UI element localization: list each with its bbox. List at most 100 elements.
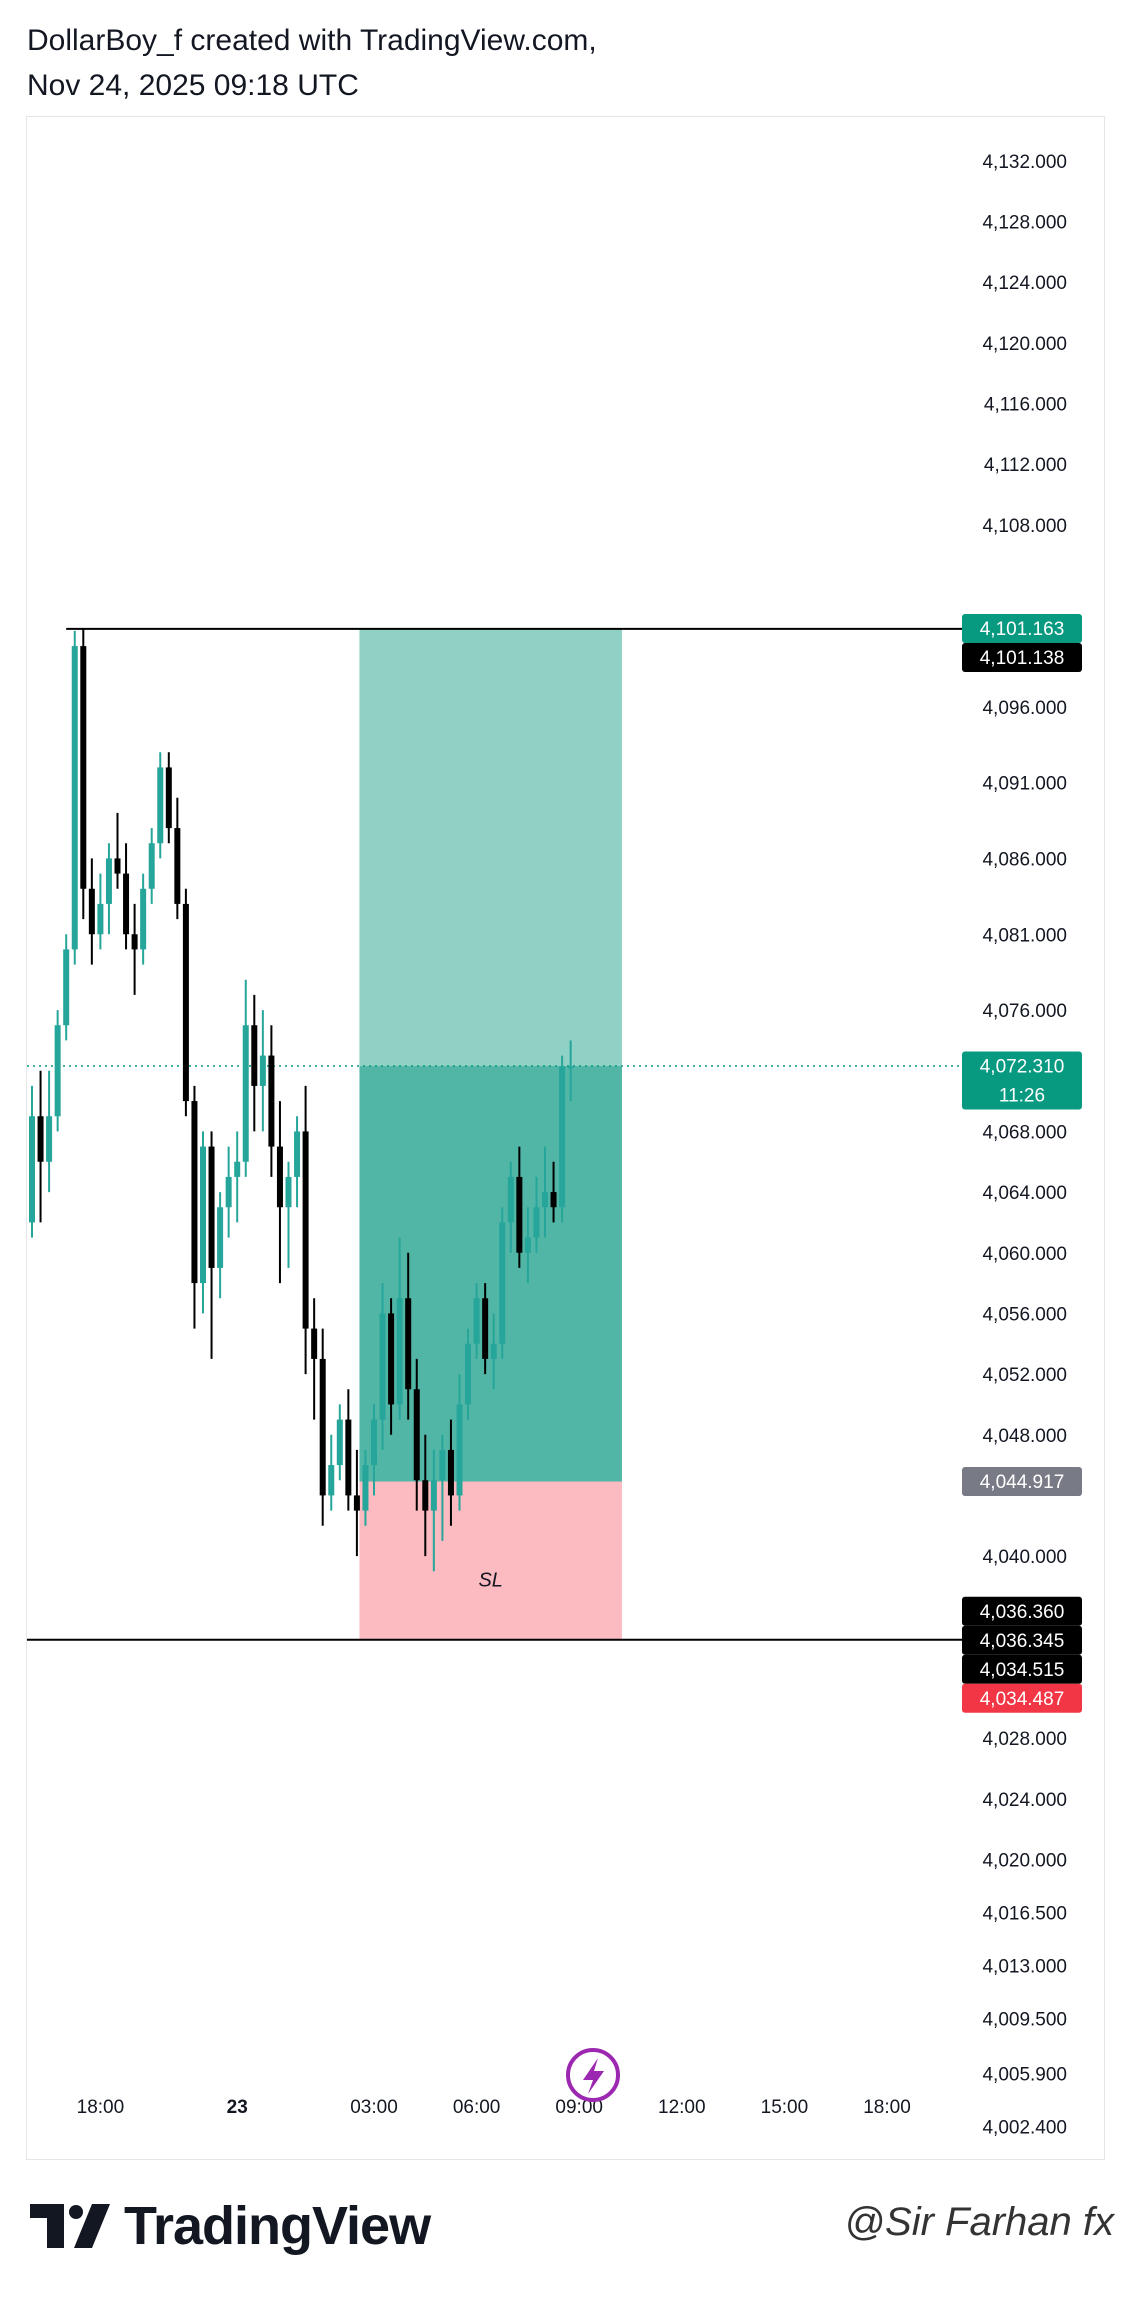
price-label-value: 4,036.360 [980, 1602, 1065, 1623]
price-label: 4,034.487 [962, 1683, 1082, 1713]
candle-body [131, 934, 138, 950]
candle [362, 1449, 369, 1526]
price-label-value: 4,044.917 [980, 1472, 1065, 1493]
candle-body [353, 1495, 360, 1511]
price-label-value: 4,101.138 [980, 648, 1065, 669]
price-label: 4,034.515 [962, 1654, 1082, 1684]
y-tick-label: 4,009.500 [982, 2010, 1067, 2031]
candle [268, 1025, 275, 1177]
candle-body [473, 1298, 480, 1344]
candle [71, 630, 78, 965]
tradingview-logo[interactable]: TradingView [30, 2195, 431, 2257]
candle-body [63, 949, 70, 1026]
y-tick-label: 4,116.000 [984, 394, 1067, 415]
price-label-bg [962, 642, 1082, 672]
candle-body [533, 1207, 540, 1238]
x-tick-label: 23 [227, 2097, 248, 2118]
price-label-bg [962, 613, 1082, 643]
y-tick-label: 4,068.000 [982, 1122, 1067, 1143]
candle [524, 1207, 531, 1284]
candle-body [242, 1025, 249, 1162]
candle [157, 752, 164, 859]
candle [200, 1131, 206, 1314]
candle [447, 1419, 454, 1526]
candle-body [174, 828, 181, 904]
candle [191, 1085, 198, 1329]
candle-body [413, 1389, 420, 1481]
candle [208, 1131, 215, 1359]
candle-body [456, 1404, 463, 1496]
y-tick-label: 4,040.000 [982, 1547, 1067, 1568]
candle-body [465, 1343, 472, 1405]
price-label: 4,036.345 [962, 1625, 1082, 1655]
header-date-line: Nov 24, 2025 09:18 UTC [27, 69, 359, 102]
candle-body [371, 1419, 377, 1466]
candle-body [200, 1146, 206, 1284]
candle-body [251, 1025, 258, 1086]
candle [302, 1085, 309, 1375]
candle-body [311, 1328, 318, 1359]
y-tick-label: 4,086.000 [982, 849, 1067, 870]
candle-body [422, 1480, 429, 1511]
candle-body [37, 1116, 44, 1162]
y-tick-label: 4,048.000 [982, 1426, 1067, 1447]
price-axis: 4,132.000 4,128.000 4,124.000 4,120.000 4,11… [982, 152, 1067, 2139]
price-label: 4,072.310 11:26 [962, 1051, 1082, 1110]
candle-body [191, 1101, 198, 1284]
tv-logo-icon [30, 2204, 110, 2248]
candle [242, 979, 249, 1177]
y-tick-label: 4,024.000 [982, 1790, 1067, 1811]
candle [388, 1298, 395, 1435]
horizontal-lines [27, 627, 1065, 1641]
lightning-icon[interactable] [566, 2048, 620, 2102]
candles [29, 629, 574, 1572]
candle [276, 1101, 283, 1284]
brand-name: TradingView [124, 2196, 431, 2256]
x-tick-label: 12:00 [658, 2097, 706, 2118]
price-label-bg [962, 1654, 1082, 1684]
price-label-value: 4,034.487 [980, 1689, 1065, 1710]
y-tick-label: 4,091.000 [982, 774, 1067, 795]
y-tick-label: 4,020.000 [982, 1850, 1067, 1871]
candle [353, 1449, 360, 1557]
candle-body [114, 858, 121, 874]
target-zone [359, 628, 622, 1067]
y-tick-label: 4,124.000 [982, 273, 1067, 294]
x-tick-label: 18:00 [77, 2097, 125, 2118]
y-tick-label: 4,096.000 [982, 698, 1067, 719]
candle-body [405, 1298, 412, 1390]
candle-body [482, 1298, 489, 1359]
candle-body [396, 1298, 403, 1405]
candle-body [345, 1419, 352, 1496]
candle [567, 1040, 574, 1102]
header-author-line: DollarBoy_f created with TradingView.com… [27, 24, 597, 57]
candle-body [259, 1055, 266, 1086]
position-zones: SL [359, 628, 622, 1640]
candle-body [123, 873, 130, 935]
candle [328, 1434, 335, 1511]
watermark-text: @Sir Farhan fx [844, 2200, 1114, 2244]
candle [559, 1055, 566, 1223]
candle-body [336, 1419, 343, 1466]
candle-body [490, 1343, 497, 1359]
y-tick-label: 4,013.000 [982, 1957, 1067, 1978]
candle [88, 858, 95, 965]
candle [473, 1283, 480, 1359]
candle [516, 1146, 523, 1268]
x-tick-label: 18:00 [863, 2097, 911, 2118]
y-tick-label: 4,128.000 [982, 212, 1067, 233]
price-label-bg [962, 1596, 1082, 1626]
candle [542, 1146, 548, 1238]
x-tick-label: 06:00 [453, 2097, 501, 2118]
candle [234, 1131, 241, 1223]
candle [533, 1176, 540, 1253]
chart-frame[interactable] [26, 116, 1105, 2160]
y-tick-label: 4,016.500 [982, 1904, 1067, 1925]
candle [165, 752, 172, 844]
candle-body [182, 903, 189, 1102]
stop-loss-zone [359, 1481, 622, 1640]
candle [46, 1070, 53, 1193]
candle [174, 797, 181, 920]
candle [131, 903, 138, 995]
